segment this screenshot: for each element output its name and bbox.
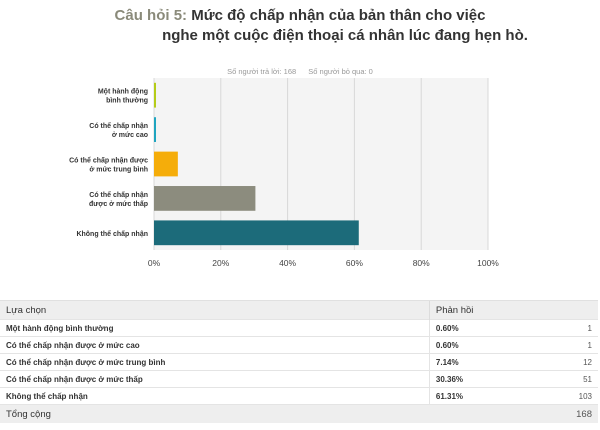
category-label: ở mức trung bình <box>89 167 148 174</box>
row-count: 12 <box>528 353 598 371</box>
bar <box>154 151 178 177</box>
bar <box>154 186 256 211</box>
x-tick-label: 20% <box>212 258 229 268</box>
x-tick-label: 80% <box>413 258 430 268</box>
skipped-count: Số người bỏ qua: 0 <box>308 67 373 76</box>
category-label: Một hành động <box>98 89 148 96</box>
x-tick-label: 60% <box>346 258 363 268</box>
row-percent: 30.36% <box>428 370 529 388</box>
total-count: 168 <box>528 404 598 423</box>
total-row: Tổng cộng 168 <box>0 404 598 423</box>
category-label: được ở mức thấp <box>89 200 148 208</box>
row-count: 51 <box>528 370 598 388</box>
header-choice: Lựa chọn <box>0 300 430 320</box>
total-label: Tổng cộng <box>0 404 529 423</box>
bar-chart: 0% 20% 40% 60% 80% 100% Một hành động bình thườ… <box>69 78 499 268</box>
table-header-row: Lựa chọn Phản hồi <box>0 300 598 320</box>
bar <box>154 117 157 142</box>
row-label: Có thể chấp nhận được ở mức thấp <box>0 370 430 388</box>
category-label: Có thể chấp nhận <box>89 191 148 199</box>
category-label: Có thể chấp nhận được <box>69 157 148 165</box>
row-percent: 0.60% <box>428 319 529 337</box>
question-number: Câu hỏi 5: <box>114 7 188 24</box>
table-row: Có thể chấp nhận được ở mức thấp 30.36% … <box>0 370 598 388</box>
x-tick-label: 40% <box>279 258 296 268</box>
category-label: ở mức cao <box>112 132 148 139</box>
row-count: 1 <box>528 336 598 354</box>
x-tick-label: 100% <box>477 258 499 268</box>
category-label: Có thể chấp nhận <box>89 122 148 130</box>
category-label: Không thể chấp nhận <box>76 230 148 238</box>
category-label: bình thường <box>106 98 148 105</box>
bar <box>154 82 157 108</box>
title-line-2: nghe một cuộc điện thoại cá nhân lúc đan… <box>162 27 528 44</box>
table-row: Một hành động bình thường 0.60% 1 <box>0 319 598 337</box>
row-percent: 7.14% <box>428 353 529 371</box>
row-percent: 61.31% <box>428 387 529 405</box>
row-label: Có thể chấp nhận được ở mức cao <box>0 336 430 354</box>
row-label: Có thể chấp nhận được ở mức trung bình <box>0 353 430 371</box>
title-line-1: Mức độ chấp nhận của bản thân cho việc <box>191 7 486 24</box>
table-row: Có thể chấp nhận được ở mức cao 0.60% 1 <box>0 336 598 354</box>
table-row: Không thể chấp nhận 61.31% 103 <box>0 387 598 405</box>
answered-count: Số người trả lời: 168 <box>227 67 297 76</box>
row-label: Không thể chấp nhận <box>0 387 430 405</box>
row-label: Một hành động bình thường <box>0 319 430 337</box>
chart-title: Câu hỏi 5: Mức độ chấp nhận của bản thân… <box>0 6 600 46</box>
table-row: Có thể chấp nhận được ở mức trung bình 7… <box>0 353 598 371</box>
x-tick-label: 0% <box>148 258 161 268</box>
row-count: 103 <box>528 387 598 405</box>
response-stats: Số người trả lời: 168 Số người bỏ qua: 0 <box>0 67 600 76</box>
row-count: 1 <box>528 319 598 337</box>
row-percent: 0.60% <box>428 336 529 354</box>
bar <box>154 220 359 246</box>
header-responses: Phản hồi <box>428 300 598 320</box>
response-table: Lựa chọn Phản hồi Một hành động bình thư… <box>0 300 598 423</box>
